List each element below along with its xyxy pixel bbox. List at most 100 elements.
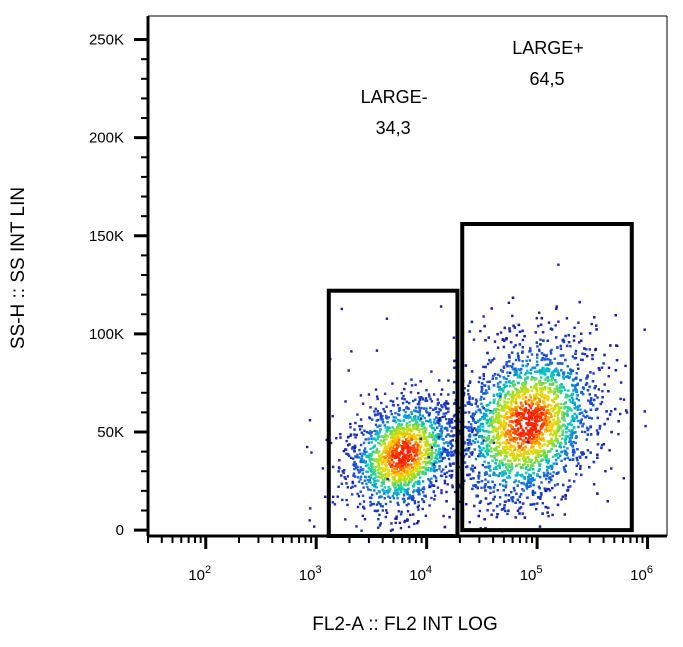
event-dot — [557, 371, 560, 375]
event-dot — [369, 430, 372, 433]
event-dot — [464, 425, 467, 429]
event-dot — [430, 484, 434, 487]
event-dot — [431, 464, 434, 467]
event-dot — [511, 456, 514, 460]
event-dot — [516, 352, 520, 355]
event-dot — [555, 434, 558, 437]
event-dot — [358, 425, 361, 428]
event-dot — [514, 367, 517, 370]
event-dot — [430, 496, 433, 500]
event-dot — [504, 448, 507, 452]
event-dot — [422, 488, 425, 491]
event-dot — [399, 474, 402, 477]
event-dot — [503, 414, 506, 417]
event-dot — [482, 439, 485, 442]
event-dot — [397, 492, 400, 496]
event-dot — [417, 444, 420, 447]
event-dot — [379, 439, 382, 442]
event-dot — [389, 500, 392, 503]
event-dot — [433, 470, 436, 473]
event-dot — [512, 345, 516, 349]
event-dot — [514, 401, 518, 404]
event-dot — [400, 426, 403, 430]
event-dot — [522, 446, 525, 450]
event-dot — [412, 423, 415, 427]
event-dot — [356, 453, 359, 456]
event-dot — [532, 448, 536, 451]
event-dot — [415, 442, 419, 445]
event-dot — [502, 383, 506, 387]
event-dot — [508, 356, 511, 359]
event-dot — [406, 510, 410, 513]
event-dot — [504, 463, 507, 466]
event-dot — [379, 476, 382, 479]
event-dot — [492, 509, 495, 512]
event-dot — [554, 436, 558, 440]
event-dot — [406, 519, 409, 522]
event-dot — [568, 458, 572, 461]
event-dot — [469, 415, 473, 418]
event-dot — [573, 401, 576, 405]
event-dot — [551, 419, 555, 422]
event-dot — [487, 485, 490, 489]
event-dot — [511, 390, 515, 394]
event-dot — [414, 469, 417, 472]
event-dot — [521, 351, 524, 354]
event-dot — [560, 459, 563, 462]
event-dot — [413, 489, 416, 492]
event-dot — [389, 529, 393, 532]
event-dot — [596, 407, 599, 411]
event-dot — [505, 454, 508, 457]
event-dot — [439, 429, 442, 433]
event-dot — [604, 470, 607, 473]
event-dot — [436, 486, 440, 489]
event-dot — [528, 435, 531, 438]
event-dot — [390, 458, 394, 462]
event-dot — [527, 417, 530, 420]
event-dot — [429, 421, 433, 424]
event-dot — [540, 427, 543, 430]
event-dot — [547, 416, 550, 420]
event-dot — [380, 435, 384, 438]
event-dot — [410, 378, 413, 381]
event-dot — [519, 444, 523, 448]
event-dot — [566, 344, 569, 348]
event-dot — [479, 500, 483, 503]
event-dot — [518, 373, 521, 377]
event-dot — [451, 484, 454, 487]
event-dot — [566, 489, 569, 492]
event-dot — [403, 387, 406, 391]
event-dot — [408, 446, 411, 449]
event-dot — [533, 461, 536, 464]
event-dot — [514, 479, 517, 482]
event-dot — [565, 317, 569, 320]
event-dot — [499, 420, 502, 423]
event-dot — [355, 464, 358, 467]
event-dot — [354, 475, 357, 478]
event-dot — [535, 419, 538, 423]
event-dot — [393, 492, 396, 495]
event-dot — [488, 444, 491, 448]
event-dot — [531, 489, 535, 493]
event-dot — [367, 466, 371, 469]
event-dot — [514, 516, 517, 519]
event-dot — [408, 401, 411, 405]
event-dot — [508, 327, 511, 330]
event-dot — [378, 435, 381, 438]
event-dot — [369, 456, 372, 459]
event-dot — [536, 502, 539, 505]
event-dot — [538, 416, 542, 419]
event-dot — [387, 416, 390, 419]
event-dot — [429, 469, 432, 472]
event-dot — [510, 396, 513, 399]
event-dot — [504, 433, 507, 436]
event-dot — [378, 513, 381, 517]
event-dot — [576, 459, 579, 462]
event-dot — [498, 414, 501, 417]
event-dot — [435, 453, 439, 456]
event-dot — [410, 473, 413, 476]
event-dot — [506, 476, 509, 479]
event-dot — [482, 377, 485, 381]
event-dot — [384, 426, 387, 429]
event-dot — [367, 475, 371, 478]
